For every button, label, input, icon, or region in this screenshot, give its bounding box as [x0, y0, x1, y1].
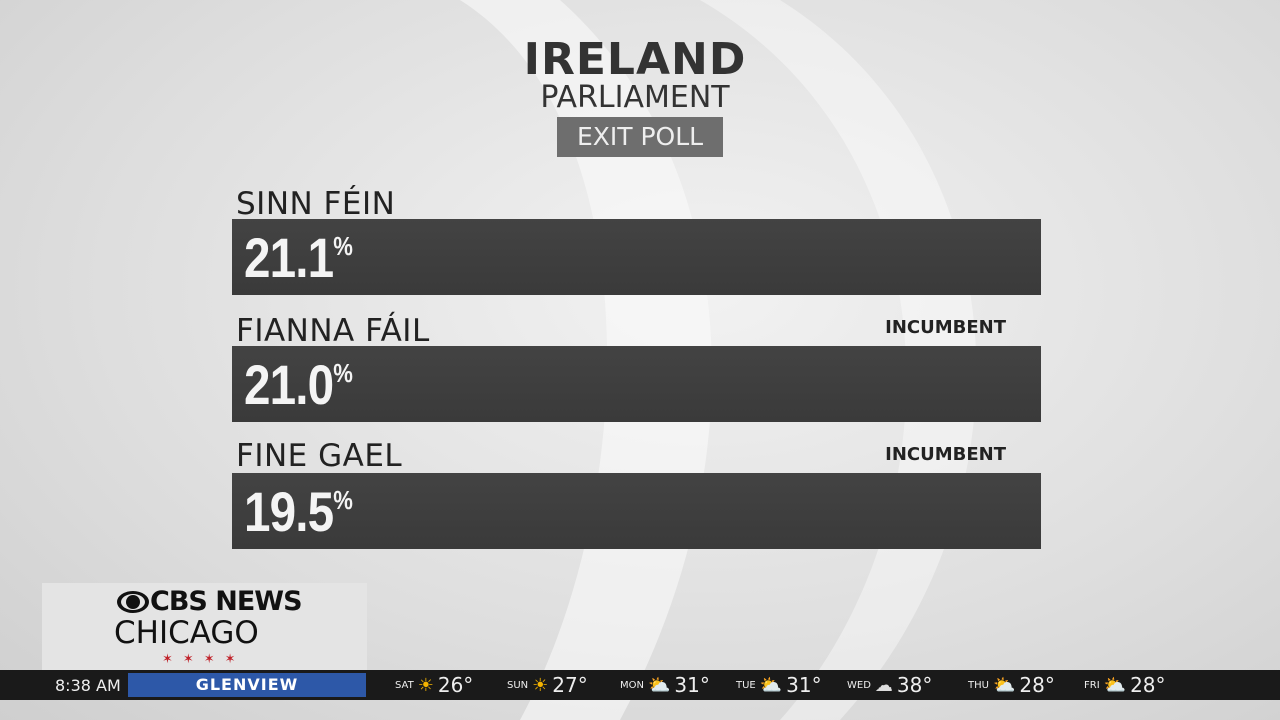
day: FRI	[1084, 679, 1100, 691]
logo: CBS NEWS CHICAGO ✶✶✶✶	[42, 583, 367, 670]
result-unit: %	[333, 231, 353, 261]
day: TUE	[736, 679, 756, 691]
badge: EXIT POLL	[557, 117, 723, 157]
result: 19.5%	[244, 479, 353, 544]
temp: 27°	[552, 673, 588, 697]
forecast-item: MON ⛅ 31°	[620, 673, 710, 697]
subtitle: PARLIAMENT	[540, 80, 730, 115]
sun-icon: ☀	[532, 674, 549, 696]
sun-icon: ☀	[417, 674, 434, 696]
temp: 28°	[1130, 673, 1166, 697]
forecast-item: SAT ☀ 26°	[395, 673, 473, 697]
incumbent-tag: INCUMBENT	[885, 444, 1006, 465]
result: 21.1%	[244, 225, 353, 290]
result-bar: 19.5%	[232, 473, 1041, 549]
temp: 28°	[1019, 673, 1055, 697]
ticker: 8:38 AM GLENVIEW SAT ☀ 26° SUN ☀ 27° MON ⛅ 31°…	[0, 670, 1280, 700]
forecast-item: TUE ⛅ 31°	[736, 673, 822, 697]
cloud-icon: ⛅	[1103, 674, 1127, 696]
result-bar: 21.1%	[232, 219, 1041, 295]
result-value: 21.0	[244, 353, 334, 416]
brand: CBS NEWS	[150, 586, 303, 617]
location: GLENVIEW	[128, 673, 366, 697]
result-bar: 21.0%	[232, 346, 1041, 422]
cbs-eye	[117, 591, 149, 613]
cloud-icon: ⛅	[647, 674, 671, 696]
forecast-item: WED ☁ 38°	[847, 673, 932, 697]
result-unit: %	[333, 485, 353, 515]
incumbent-tag: INCUMBENT	[885, 317, 1006, 338]
cloud-icon: ⛅	[759, 674, 783, 696]
day: SAT	[395, 679, 414, 691]
day: SUN	[507, 679, 529, 691]
day: WED	[847, 679, 871, 691]
party-name: FINE GAEL	[236, 438, 403, 474]
forecast-item: THU ⛅ 28°	[968, 673, 1055, 697]
result-unit: %	[333, 358, 353, 388]
cloud-icon: ⛅	[992, 674, 1016, 696]
temp: 31°	[674, 673, 710, 697]
day: THU	[968, 679, 989, 691]
temp: 26°	[437, 673, 474, 697]
result-value: 21.1	[244, 226, 334, 289]
result: 21.0%	[244, 352, 353, 417]
forecast-item: SUN ☀ 27°	[507, 673, 588, 697]
cloud-icon: ☁	[874, 674, 893, 696]
day: MON	[620, 679, 644, 691]
city: CHICAGO	[114, 615, 259, 651]
forecast-item: FRI ⛅ 28°	[1084, 673, 1166, 697]
temp: 31°	[786, 673, 822, 697]
title: IRELAND	[523, 34, 747, 85]
temp: 38°	[896, 673, 933, 697]
party-name: FIANNA FÁIL	[236, 313, 430, 349]
clock: 8:38 AM	[55, 676, 121, 695]
party-name: SINN FÉIN	[236, 186, 396, 222]
stars: ✶✶✶✶	[162, 652, 246, 667]
result-value: 19.5	[244, 480, 334, 543]
